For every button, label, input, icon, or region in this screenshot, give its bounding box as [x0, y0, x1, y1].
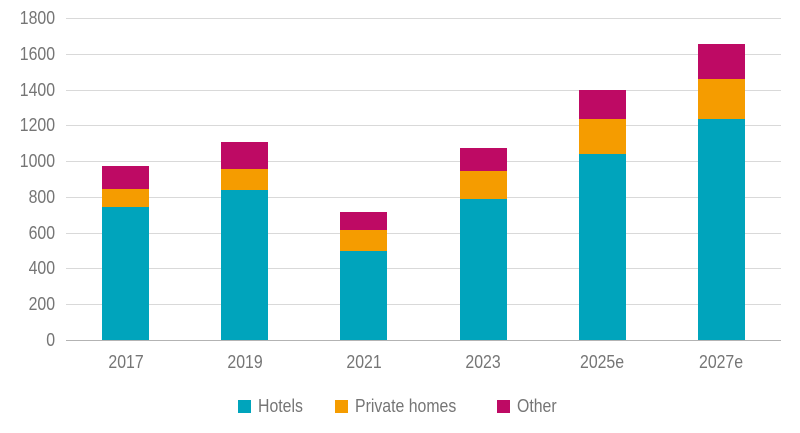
legend-label-private-homes: Private homes — [355, 396, 457, 416]
bar-segment-private-homes-2019 — [221, 169, 269, 190]
bar-slot-2017 — [66, 18, 185, 340]
bar-segment-private-homes-2027e — [697, 78, 745, 120]
bar-segment-private-homes-2023 — [459, 170, 507, 199]
bar-slot-2027e — [662, 18, 781, 340]
y-axis-tick-label: 0 — [46, 330, 55, 350]
gridline — [66, 89, 781, 91]
x-axis-label-2027e: 2027e — [699, 352, 744, 372]
bar-segment-hotels-2027e — [697, 119, 745, 340]
bar-segment-other-2025e — [578, 89, 626, 120]
legend-swatch-private-homes — [335, 400, 349, 413]
y-axis: 0 200 400 600 800 1000 1200 1400 1600 1800 — [0, 0, 58, 433]
bar-segment-private-homes-2021 — [340, 230, 388, 251]
legend-swatch-other — [496, 400, 510, 413]
bar-slot-2025e — [543, 18, 662, 340]
legend-label-other: Other — [516, 396, 557, 416]
bar-slot-2019 — [185, 18, 304, 340]
legend-item-private-homes: Private homes — [335, 396, 470, 417]
x-axis-label-2017: 2017 — [107, 352, 144, 372]
gridline — [66, 125, 781, 127]
x-axis: 2017 2019 2021 2023 2025e 2027e — [66, 352, 781, 373]
bar-2017 — [102, 165, 150, 340]
y-axis-tick-label: 800 — [28, 186, 55, 207]
gridline — [66, 268, 781, 270]
y-axis-tick-label: 1000 — [19, 151, 55, 172]
gridline — [66, 304, 781, 306]
bar-segment-hotels-2019 — [221, 189, 269, 340]
bar-2019 — [221, 142, 269, 340]
legend-item-hotels: Hotels — [238, 396, 309, 417]
bar-2023 — [459, 147, 507, 340]
legend-label-hotels: Hotels — [258, 396, 304, 416]
y-axis-tick-label: 1400 — [19, 79, 55, 100]
x-axis-label-2021: 2021 — [346, 352, 382, 372]
gridline — [66, 161, 781, 163]
bar-segment-other-2023 — [459, 147, 507, 171]
y-axis-tick-label: 1600 — [19, 43, 55, 64]
gridline — [66, 18, 781, 19]
bar-segment-hotels-2023 — [459, 198, 507, 340]
y-axis-tick-label: 1200 — [19, 115, 55, 136]
bar-segment-other-2027e — [697, 43, 745, 79]
bar-segment-hotels-2025e — [578, 153, 626, 340]
y-axis-tick-label: 1800 — [19, 8, 55, 28]
plot-area — [66, 18, 781, 341]
bar-segment-private-homes-2025e — [578, 119, 626, 154]
bar-segment-hotels-2017 — [102, 206, 150, 340]
bar-2027e — [697, 43, 745, 340]
bar-segment-other-2021 — [340, 212, 388, 230]
bar-slot-2021 — [304, 18, 423, 340]
x-axis-label-2023: 2023 — [465, 352, 501, 372]
gridline — [66, 196, 781, 198]
gridline — [66, 53, 781, 55]
y-axis-tick-label: 400 — [28, 258, 55, 279]
x-axis-label-2025e: 2025e — [580, 352, 625, 372]
bars — [66, 18, 781, 340]
legend-swatch-hotels — [238, 400, 252, 413]
y-axis-tick-label: 200 — [28, 294, 55, 315]
legend-item-other: Other — [496, 396, 562, 417]
x-axis-label-2019: 2019 — [227, 352, 263, 372]
bar-segment-other-2017 — [102, 165, 150, 189]
legend: Hotels Private homes Other — [0, 396, 800, 417]
bar-slot-2023 — [424, 18, 543, 340]
gridline — [66, 232, 781, 234]
bar-segment-other-2019 — [221, 142, 269, 170]
bar-segment-private-homes-2017 — [102, 188, 150, 207]
bar-2021 — [340, 212, 388, 340]
bar-segment-hotels-2021 — [340, 250, 388, 340]
bar-2025e — [578, 89, 626, 340]
x-baseline — [66, 340, 781, 341]
y-axis-tick-label: 600 — [28, 222, 55, 243]
